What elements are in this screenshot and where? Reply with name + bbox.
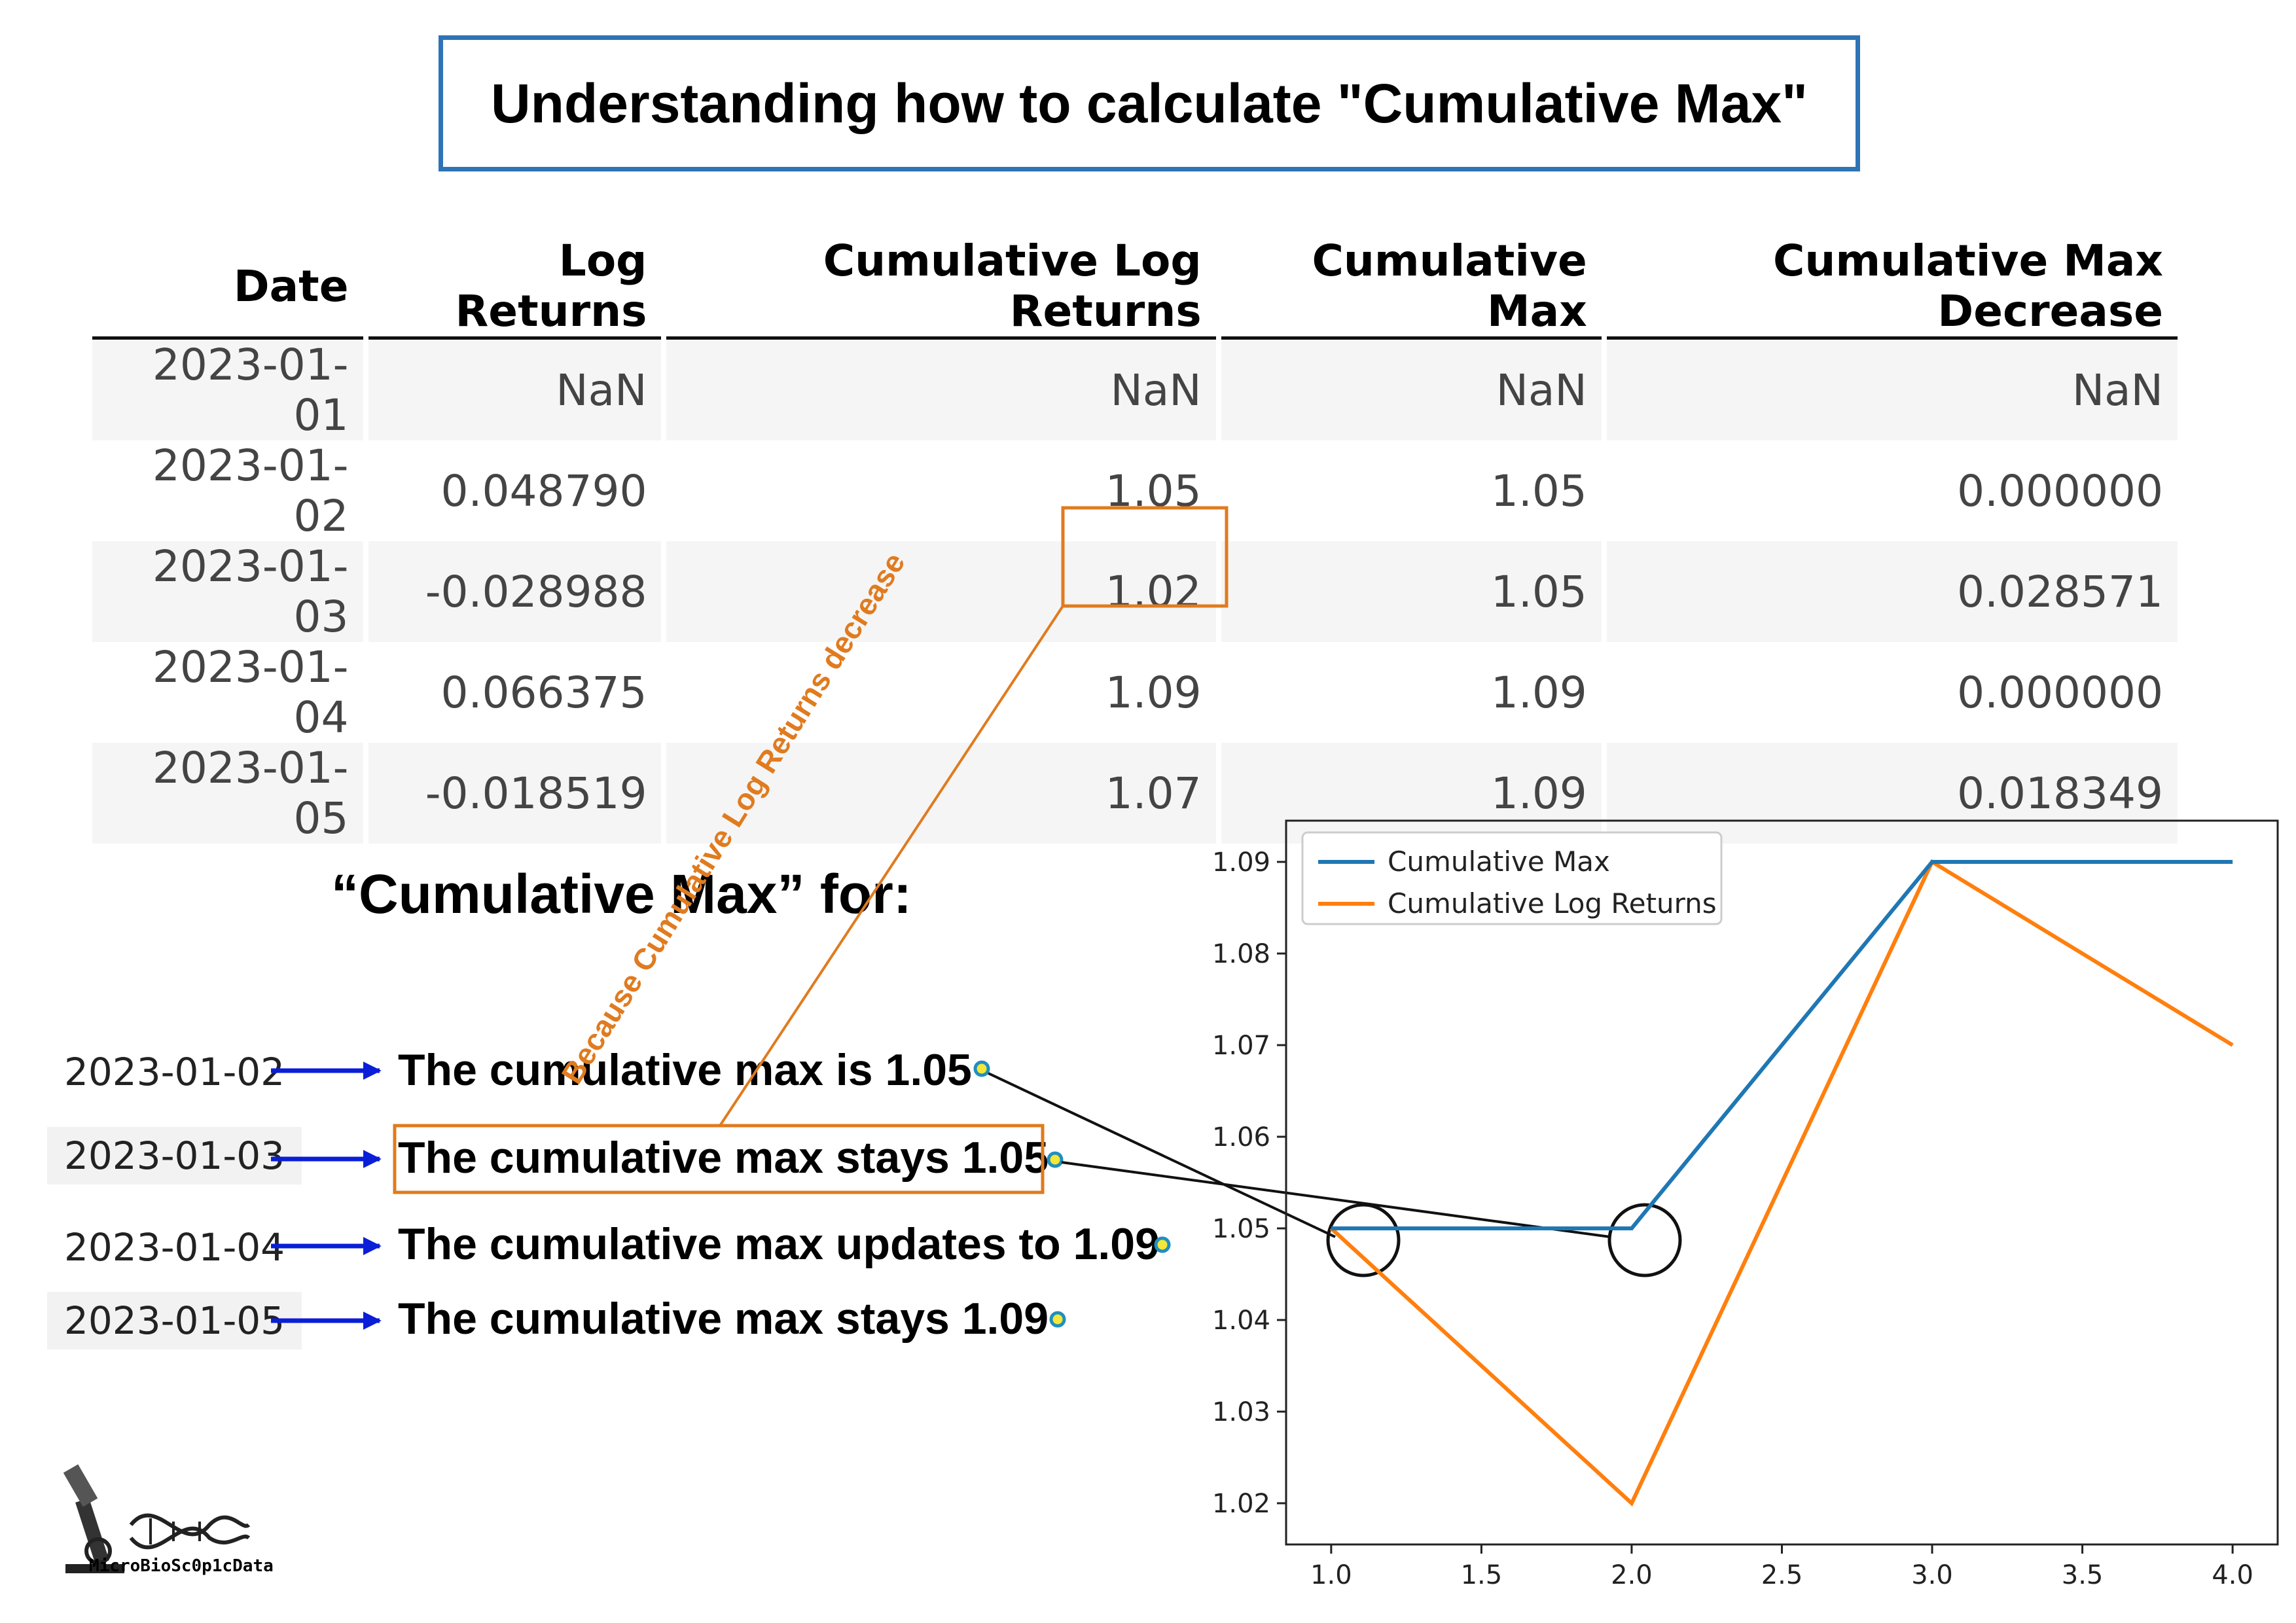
x-tick-label: 3.0 [1911, 1560, 1953, 1590]
dot-icon [973, 1060, 990, 1077]
cell-cumulative-max: 1.09 [1221, 743, 1602, 844]
cell-date: 2023-01-02 [152, 440, 349, 541]
cell-cumulative-max: 1.05 [1490, 465, 1587, 516]
y-tick-label: 1.04 [1212, 1306, 1270, 1336]
y-tick-label: 1.06 [1212, 1122, 1270, 1152]
y-tick-label: 1.05 [1212, 1214, 1270, 1244]
legend-label: Cumulative Log Returns [1388, 887, 1717, 919]
y-tick-label: 1.02 [1212, 1489, 1270, 1519]
microscope-logo-icon [63, 1464, 251, 1573]
highlight-box-cum-log [1061, 506, 1229, 608]
y-tick-label: 1.03 [1212, 1397, 1270, 1427]
table-row: 2023-01-05 -0.018519 1.07 1.09 0.018349 [92, 743, 2178, 844]
cell-cumulative-log-returns: 1.09 [1105, 667, 1202, 718]
dot-icon [1049, 1311, 1066, 1328]
highlight-box-statement [393, 1124, 1045, 1194]
y-tick-label: 1.09 [1212, 847, 1270, 878]
x-tick-label: 3.5 [2062, 1560, 2104, 1590]
cell-log-returns: 0.048790 [440, 465, 647, 516]
callout-circle [1607, 1203, 1682, 1277]
header-log-returns: Log Returns [368, 236, 662, 340]
cell-cumulative-max: 1.05 [1221, 541, 1602, 642]
cell-log-returns: -0.018519 [368, 743, 662, 844]
table-header-row: Date Log Returns Cumulative Log Returns … [92, 236, 2178, 340]
x-tick-label: 2.0 [1611, 1560, 1653, 1590]
cell-cumulative-max-decrease: 0.000000 [1957, 667, 2163, 718]
cell-cumulative-max-decrease: NaN [1606, 340, 2178, 440]
cell-date: 2023-01-04 [152, 642, 349, 743]
highlight-connector [719, 605, 1064, 1127]
cell-cumulative-log-returns: NaN [666, 340, 1216, 440]
cell-log-returns: NaN [368, 340, 662, 440]
connector-line [988, 1072, 1336, 1238]
table-row: 2023-01-03 -0.028988 1.02 1.05 0.028571 [92, 541, 2178, 642]
explanation-date: 2023-01-02 [64, 1050, 285, 1094]
cell-cumulative-log-returns: 1.07 [666, 743, 1216, 844]
explanation-text: The cumulative max stays 1.05 [398, 1133, 1049, 1183]
header-date: Date [92, 236, 363, 340]
series-line-cumulative-max [1331, 860, 2233, 1230]
header-cumulative-max-decrease: Cumulative Max Decrease [1606, 236, 2178, 340]
cell-cumulative-max-decrease: 0.018349 [1606, 743, 2178, 844]
cell-date: 2023-01-05 [92, 743, 363, 844]
logo-text: MicroBioSc0p1cData [89, 1556, 274, 1576]
header-cumulative-log-returns: Cumulative Log Returns [666, 236, 1216, 340]
page-title: Understanding how to calculate "Cumulati… [439, 35, 1860, 171]
connector-line [1061, 1161, 1611, 1238]
explanation-text: The cumulative max updates to 1.09 [398, 1219, 1160, 1269]
cell-date: 2023-01-01 [92, 340, 363, 440]
explanation-heading: “Cumulative Max” for: [331, 863, 912, 925]
explanation-date: 2023-01-03 [47, 1127, 302, 1185]
cell-cumulative-max-decrease: 0.028571 [1606, 541, 2178, 642]
x-tick-label: 2.5 [1761, 1560, 1803, 1590]
cell-cumulative-max-decrease: 0.000000 [1957, 465, 2163, 516]
cell-cumulative-log-returns: 1.02 [666, 541, 1216, 642]
dot-icon [1047, 1151, 1064, 1168]
cell-log-returns: 0.066375 [440, 667, 647, 718]
y-tick-label: 1.08 [1212, 939, 1270, 969]
table-row: 2023-01-01 NaN NaN NaN NaN [92, 340, 2178, 440]
data-table: Date Log Returns Cumulative Log Returns … [87, 236, 2183, 844]
legend-label: Cumulative Max [1388, 846, 1610, 878]
explanation-text: The cumulative max is 1.05 [398, 1045, 972, 1095]
header-cumulative-max: Cumulative Max [1221, 236, 1602, 340]
dot-icon [1154, 1236, 1171, 1253]
x-tick-label: 4.0 [2212, 1560, 2253, 1590]
y-tick-label: 1.07 [1212, 1031, 1270, 1061]
series-line-cumulative-log-returns [1329, 859, 2234, 1507]
table-row: 2023-01-04 0.066375 1.09 1.09 0.000000 [92, 642, 2178, 743]
cell-log-returns: -0.028988 [368, 541, 662, 642]
cell-cumulative-max: NaN [1221, 340, 1602, 440]
cell-date: 2023-01-03 [92, 541, 363, 642]
chart-legend [1301, 831, 1723, 925]
explanation-date: 2023-01-04 [64, 1225, 285, 1270]
callout-circle [1326, 1203, 1401, 1277]
cell-cumulative-max: 1.09 [1490, 667, 1587, 718]
x-tick-label: 1.5 [1461, 1560, 1503, 1590]
explanation-date: 2023-01-05 [47, 1292, 302, 1349]
x-tick-label: 1.0 [1310, 1560, 1352, 1590]
explanation-text: The cumulative max stays 1.09 [398, 1294, 1049, 1344]
